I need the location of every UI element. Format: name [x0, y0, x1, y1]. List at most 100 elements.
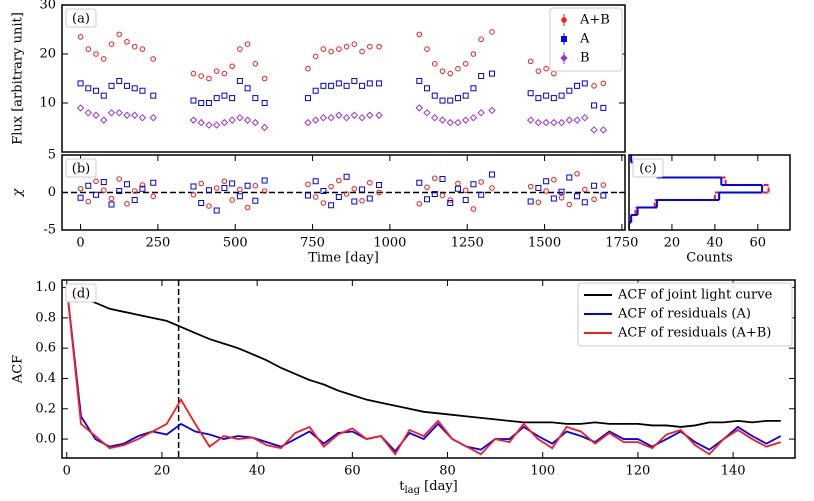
- marker: [335, 80, 342, 87]
- marker: [85, 198, 92, 205]
- marker: [366, 179, 373, 186]
- marker: [454, 118, 462, 127]
- acf-line: [65, 287, 782, 453]
- marker: [229, 197, 235, 203]
- marker: [328, 48, 334, 55]
- marker: [550, 195, 557, 202]
- marker: [446, 118, 454, 127]
- legend-label: B: [580, 51, 590, 66]
- marker: [535, 185, 542, 191]
- marker: [416, 31, 423, 38]
- marker: [221, 185, 228, 191]
- marker: [220, 118, 229, 127]
- x-tick-label: 1000: [373, 236, 406, 251]
- x-tick-label: 140: [721, 464, 746, 479]
- marker: [527, 58, 534, 65]
- marker: [77, 194, 84, 201]
- marker: [100, 187, 107, 194]
- x-tick-label: 1750: [605, 236, 638, 251]
- marker: [455, 65, 461, 72]
- marker: [77, 34, 84, 40]
- marker: [366, 80, 373, 87]
- marker: [252, 95, 259, 102]
- marker: [336, 177, 342, 184]
- marker: [320, 82, 327, 89]
- marker: [236, 193, 243, 200]
- marker: [304, 192, 311, 199]
- marker: [431, 61, 438, 67]
- marker: [328, 202, 335, 209]
- marker: [76, 104, 85, 112]
- marker: [100, 92, 107, 99]
- marker: [439, 192, 446, 199]
- marker: [351, 198, 358, 205]
- marker: [416, 200, 423, 207]
- marker: [573, 116, 581, 124]
- marker: [366, 43, 373, 50]
- x-tick-label: 0: [76, 236, 84, 251]
- marker: [190, 97, 197, 104]
- panel-label: (d): [72, 287, 90, 302]
- marker: [212, 121, 221, 129]
- marker: [454, 185, 461, 192]
- marker: [77, 80, 84, 87]
- marker: [85, 182, 92, 189]
- panel-label-box: [65, 283, 97, 303]
- marker: [431, 175, 438, 182]
- marker: [351, 41, 358, 48]
- marker: [236, 113, 244, 122]
- x-tick-label: 0: [63, 464, 71, 479]
- marker: [205, 100, 212, 106]
- marker: [320, 200, 327, 206]
- marker: [244, 85, 251, 92]
- marker: [305, 65, 311, 72]
- marker: [336, 46, 342, 52]
- marker: [558, 92, 565, 99]
- marker: [343, 173, 350, 180]
- marker: [423, 109, 431, 117]
- marker: [527, 90, 534, 97]
- marker: [149, 113, 157, 122]
- marker: [550, 95, 557, 102]
- marker: [93, 191, 100, 198]
- y-axis-label: Flux [arbitrary unit]: [11, 12, 26, 145]
- marker: [343, 82, 350, 89]
- marker: [439, 97, 446, 104]
- marker: [376, 43, 382, 50]
- marker: [108, 41, 115, 48]
- marker: [591, 83, 597, 89]
- marker: [100, 116, 108, 124]
- y-tick-label: 10: [39, 96, 56, 111]
- axes-frame: [61, 279, 796, 459]
- marker: [376, 182, 383, 188]
- marker: [198, 180, 205, 187]
- marker: [478, 191, 485, 198]
- marker: [150, 179, 157, 186]
- marker: [190, 70, 197, 77]
- x-tick-label: 60: [344, 464, 361, 479]
- marker: [543, 178, 550, 185]
- x-tick-label: 500: [223, 236, 248, 251]
- marker: [198, 100, 205, 106]
- marker: [526, 116, 535, 124]
- marker: [591, 182, 598, 189]
- marker: [252, 197, 259, 204]
- y-tick-label: 30: [39, 0, 56, 13]
- marker: [558, 188, 565, 195]
- marker: [342, 113, 351, 122]
- marker: [424, 46, 430, 52]
- marker: [462, 92, 469, 99]
- marker: [243, 116, 252, 124]
- marker: [488, 106, 496, 115]
- marker: [591, 102, 598, 109]
- plot-area: [65, 280, 782, 458]
- marker: [312, 178, 319, 185]
- marker: [150, 56, 157, 62]
- x-tick-label: 20: [664, 236, 681, 251]
- marker: [551, 176, 557, 183]
- y-tick-label: 20: [39, 47, 56, 62]
- marker: [77, 185, 84, 192]
- marker: [527, 198, 534, 205]
- marker: [260, 123, 269, 132]
- marker: [213, 95, 220, 102]
